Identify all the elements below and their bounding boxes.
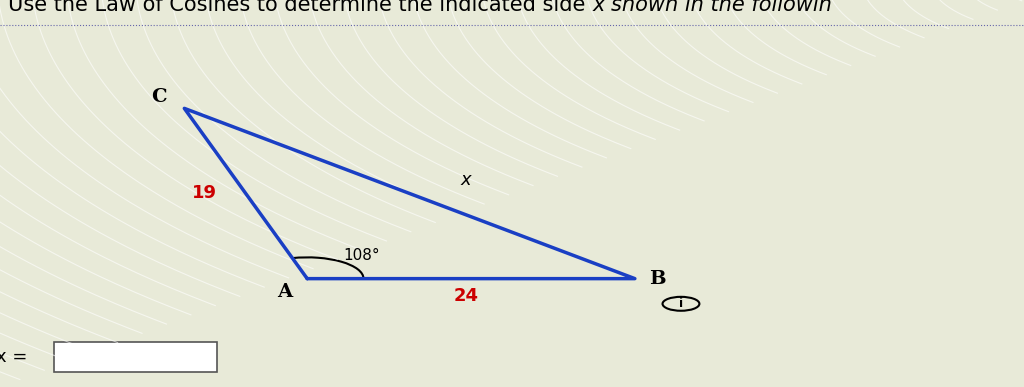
Text: 19: 19 [193,185,217,202]
FancyBboxPatch shape [54,342,217,372]
Text: x: x [461,171,471,189]
Text: x =: x = [0,348,28,366]
Text: C: C [151,88,167,106]
Text: x shown in the followin: x shown in the followin [592,0,833,15]
Text: 108°: 108° [343,248,380,263]
Text: B: B [649,270,666,288]
Text: Use the Law of Cosines to determine the indicated side: Use the Law of Cosines to determine the … [8,0,592,15]
Text: A: A [278,283,292,301]
Text: i: i [679,297,683,310]
Text: 24: 24 [454,287,478,305]
